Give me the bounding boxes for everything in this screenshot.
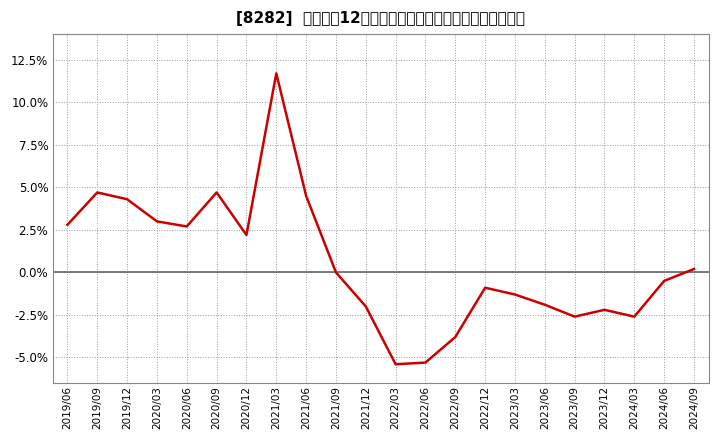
Title: [8282]  売上高の12か月移動合計の対前年同期増減率の推移: [8282] 売上高の12か月移動合計の対前年同期増減率の推移 [236,11,525,26]
